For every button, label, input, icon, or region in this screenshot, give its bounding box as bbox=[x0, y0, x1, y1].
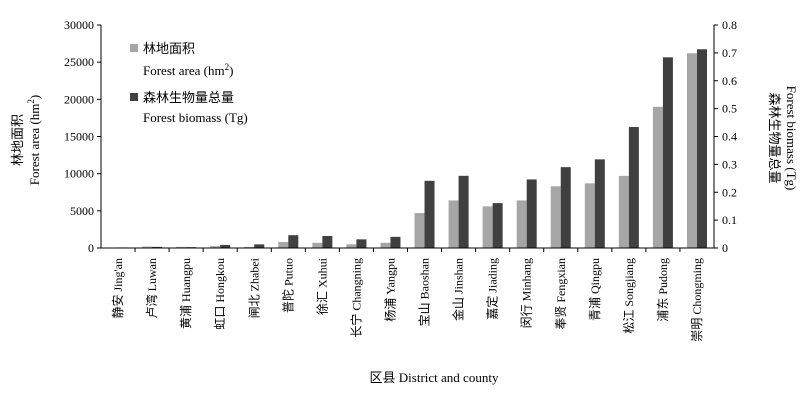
bar-forest-biomass bbox=[390, 236, 401, 248]
right-tick-label: 0.2 bbox=[722, 185, 737, 199]
category-label: 松江 Songjiang bbox=[622, 258, 636, 334]
category-label: 黄浦 Huangpu bbox=[179, 258, 193, 329]
bar-forest-area bbox=[652, 106, 663, 249]
category-label: 徐汇 Xuhui bbox=[314, 257, 329, 315]
legend-label-forest-area-cn: 林地面积 bbox=[143, 41, 195, 56]
bar-forest-area bbox=[448, 200, 459, 248]
left-tick-label: 30000 bbox=[64, 18, 94, 32]
bar-forest-biomass bbox=[594, 159, 605, 248]
left-tick-label: 20000 bbox=[64, 92, 94, 106]
right-tick-label: 0.5 bbox=[722, 102, 737, 116]
category-label: 青浦 Qingpu bbox=[588, 258, 602, 321]
bar-forest-biomass bbox=[356, 239, 367, 248]
category-label: 闵行 Minhang bbox=[519, 258, 534, 328]
left-axis-title-cn: 林地面积 bbox=[10, 114, 25, 166]
legend: 林地面积 Forest area (hm2) 森林生物量总量 Forest bi… bbox=[130, 41, 248, 125]
bar-forest-area bbox=[686, 53, 697, 248]
category-label: 嘉定 Jiading bbox=[485, 258, 500, 320]
bar-forest-area bbox=[584, 183, 595, 248]
legend-label-forest-area-en: Forest area (hm2) bbox=[143, 62, 233, 78]
bar-forest-biomass bbox=[322, 236, 333, 248]
bar-forest-area bbox=[210, 246, 221, 248]
left-tick-label: 5000 bbox=[70, 204, 94, 218]
bar-forest-biomass bbox=[424, 180, 435, 248]
category-label: 卢湾 Luwan bbox=[144, 258, 159, 318]
left-y-axis: 0 5000 10000 15000 20000 25000 30000 bbox=[64, 18, 102, 255]
right-tick-label: 0.8 bbox=[722, 18, 737, 32]
bar-forest-biomass bbox=[492, 203, 503, 248]
right-tick-label: 0.3 bbox=[722, 157, 737, 171]
right-axis-title: 森林生物量总量 Forest biomass (Tg) bbox=[767, 86, 799, 191]
bar-forest-biomass bbox=[628, 127, 639, 248]
category-label: 虹口 Hongkou bbox=[213, 258, 227, 330]
left-tick-label: 15000 bbox=[64, 130, 94, 144]
bar-forest-area bbox=[516, 200, 527, 248]
bar-forest-area bbox=[312, 242, 323, 248]
category-label: 奉贤 Fengxian bbox=[554, 258, 568, 330]
bar-forest-area bbox=[142, 246, 153, 248]
x-axis: 静安 Jing'an 卢湾 Luwan 黄浦 Huangpu 虹口 Hongkou 闸北… bbox=[101, 247, 714, 342]
right-tick-label: 0 bbox=[722, 241, 728, 255]
bar-forest-biomass bbox=[696, 49, 707, 248]
bar-forest-area bbox=[482, 206, 493, 248]
bar-forest-biomass bbox=[152, 246, 163, 248]
bar-forest-biomass bbox=[560, 167, 571, 248]
bar-forest-area bbox=[550, 186, 561, 248]
right-axis-title-en: Forest biomass (Tg) bbox=[784, 86, 799, 191]
category-label: 浦东 Pudong bbox=[656, 258, 670, 322]
left-tick-label: 10000 bbox=[64, 167, 94, 181]
bar-forest-area bbox=[176, 246, 187, 248]
x-axis-title: 区县 District and county bbox=[370, 370, 499, 385]
legend-swatch-forest-biomass bbox=[130, 93, 138, 101]
right-tick-label: 0.1 bbox=[722, 213, 737, 227]
category-label: 崇明 Chongming bbox=[690, 258, 704, 342]
legend-label-forest-biomass-en: Forest biomass (Tg) bbox=[143, 110, 248, 125]
bar-forest-area bbox=[380, 242, 391, 248]
category-label: 长宁 Changning bbox=[348, 258, 363, 338]
bar-forest-biomass bbox=[288, 235, 299, 248]
category-label: 普陀 Putuo bbox=[280, 258, 295, 313]
left-tick-label: 0 bbox=[88, 241, 94, 255]
bar-forest-area bbox=[618, 175, 629, 248]
category-label: 闸北 Zhabei bbox=[247, 257, 261, 318]
legend-swatch-forest-area bbox=[130, 44, 138, 52]
right-axis-title-cn: 森林生物量总量 bbox=[767, 92, 782, 183]
plot-area bbox=[108, 49, 707, 249]
category-label: 金山 Jinshan bbox=[451, 258, 466, 321]
category-label: 杨浦 Yangpu bbox=[382, 258, 397, 322]
bar-forest-biomass bbox=[458, 175, 469, 248]
bar-forest-biomass bbox=[526, 179, 537, 248]
bar-forest-biomass bbox=[662, 57, 673, 249]
left-axis-title-en: Forest area (hm2) bbox=[26, 95, 42, 185]
bar-forest-area bbox=[414, 213, 425, 248]
bar-forest-biomass bbox=[220, 244, 231, 248]
right-tick-label: 0.4 bbox=[722, 130, 737, 144]
right-tick-label: 0.7 bbox=[722, 46, 737, 60]
legend-label-forest-biomass-cn: 森林生物量总量 bbox=[143, 90, 234, 105]
left-axis-title: 林地面积 Forest area (hm2) bbox=[10, 95, 42, 185]
right-y-axis: 0 0.1 0.2 0.3 0.4 0.5 0.6 0.7 0.8 bbox=[713, 18, 737, 255]
right-tick-label: 0.6 bbox=[722, 74, 737, 88]
bar-forest-area bbox=[278, 242, 289, 248]
bar-forest-area bbox=[244, 246, 255, 248]
bar-forest-biomass bbox=[254, 244, 265, 248]
left-tick-label: 25000 bbox=[64, 55, 94, 69]
bar-forest-area bbox=[346, 244, 357, 248]
category-label: 静安 Jing'an bbox=[110, 258, 125, 319]
category-label: 宝山 Baoshan bbox=[418, 258, 432, 326]
